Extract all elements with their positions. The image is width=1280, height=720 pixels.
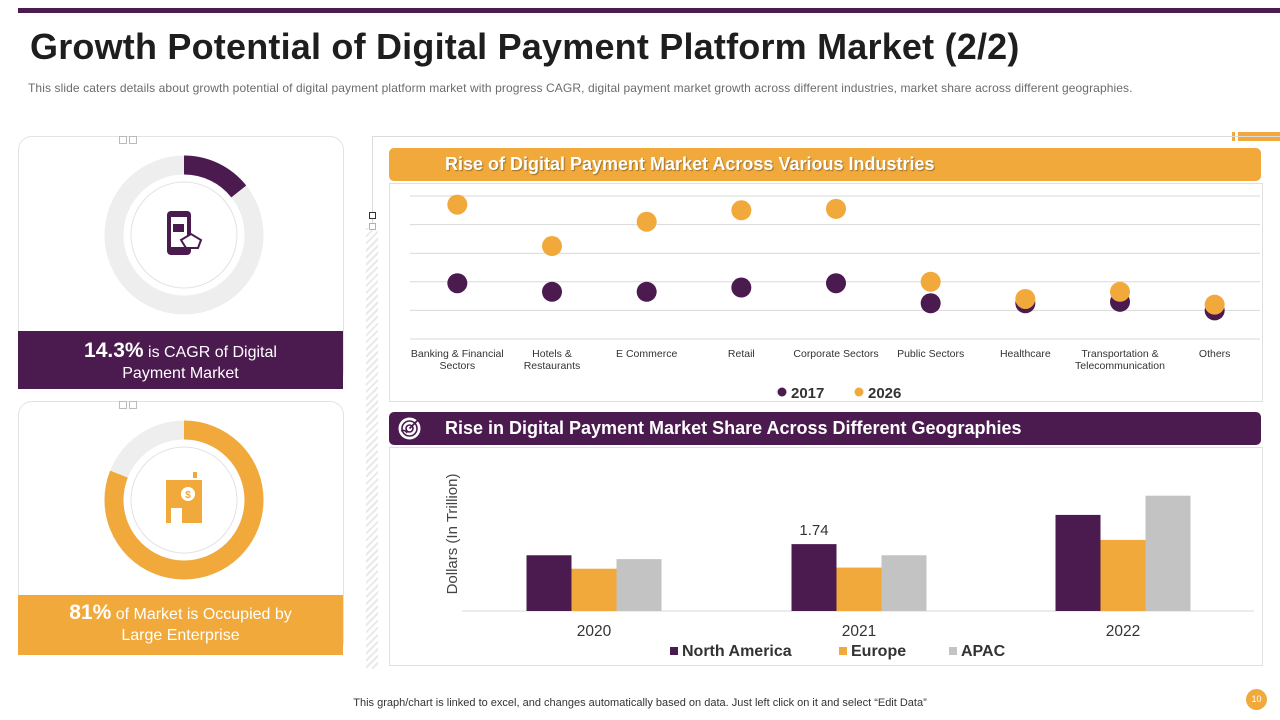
geographies-bar-chart[interactable]: Dollars (In Trillion) 1.74 2020 2021 2022 Nor… — [390, 448, 1262, 665]
y-axis-label: Dollars (In Trillion) — [444, 474, 461, 595]
industries-section-header: Rise of Digital Payment Market Across Va… — [389, 148, 1261, 181]
category-label-2021: 2021 — [842, 623, 876, 640]
dot-2017-1 — [447, 273, 468, 294]
bar-north-america-2021 — [791, 544, 837, 611]
cagr-text-line1: is CAGR of Digital — [143, 344, 277, 361]
bar-apac-2020 — [616, 559, 662, 611]
cagr-value: 14.3% — [84, 339, 144, 362]
dot-2017-5 — [826, 273, 846, 294]
category-label: Transportation & Telecommunication — [1075, 348, 1165, 372]
svg-text:$: $ — [185, 490, 191, 501]
dot-2017-3 — [636, 281, 657, 302]
industries-section-title: Rise of Digital Payment Market Across Va… — [445, 154, 935, 174]
bar-europe-2020 — [571, 568, 617, 611]
category-label: Public Sectors — [897, 348, 964, 360]
category-label: E Commerce — [616, 348, 677, 360]
category-label: Banking & Financial Sectors — [411, 348, 504, 372]
category-label-2022: 2022 — [1106, 623, 1140, 640]
market-share-text-line2: Large Enterprise — [121, 627, 240, 644]
cagr-stat-box: 14.3% is CAGR of Digital Payment Market — [18, 331, 343, 389]
dot-2026-9 — [1204, 294, 1225, 315]
dot-2026-3 — [636, 211, 657, 232]
dot-2026-6 — [920, 271, 941, 292]
dot-2017-4 — [731, 277, 752, 298]
page-title: Growth Potential of Digital Payment Plat… — [30, 26, 1020, 67]
panel-resize-handle[interactable] — [369, 223, 376, 230]
dot-2026-4 — [731, 200, 752, 221]
legend-marker-north-america — [670, 647, 678, 655]
bar-north-america-2022 — [1055, 514, 1101, 611]
legend-label-2026: 2026 — [868, 385, 901, 401]
legend-marker-2017 — [777, 387, 787, 397]
geographies-chart-box[interactable]: Dollars (In Trillion) 1.74 2020 2021 2022 Nor… — [389, 447, 1263, 666]
legend-marker-apac — [949, 647, 957, 655]
market-share-value: 81% — [69, 601, 112, 624]
cagr-donut-chart — [104, 155, 264, 315]
top-accent-bar — [18, 8, 1280, 13]
bar-europe-2021 — [836, 567, 882, 611]
legend-marker-2026 — [854, 387, 864, 397]
globe-target-icon — [398, 417, 421, 440]
page-number-badge: 10 — [1246, 689, 1267, 710]
bar-apac-2022 — [1145, 495, 1191, 611]
category-label: Others — [1199, 348, 1231, 360]
geographies-section-header: Rise in Digital Payment Market Share Acr… — [389, 412, 1261, 445]
legend-label-north-america: North America — [682, 643, 792, 660]
dot-2026-1 — [447, 194, 468, 215]
category-label: Corporate Sectors — [793, 348, 878, 360]
category-label: Retail — [728, 348, 755, 360]
footer-note: This graph/chart is linked to excel, and… — [353, 697, 927, 709]
dot-2017-6 — [920, 293, 941, 314]
building-dollar-icon: $ — [166, 472, 202, 523]
page-subtitle: This slide caters details about growth p… — [28, 81, 1133, 95]
market-share-donut-chart: $ — [104, 420, 264, 580]
market-share-text-line1: of Market is Occupied by — [111, 606, 292, 623]
mobile-payment-icon — [167, 211, 203, 255]
dot-2026-8 — [1110, 281, 1130, 302]
cagr-text-line2: Payment Market — [122, 365, 239, 382]
category-label: Hotels & Restaurants — [524, 348, 581, 372]
category-label: Healthcare — [1000, 348, 1051, 360]
card-handle[interactable] — [119, 396, 139, 409]
dot-2026-5 — [826, 198, 846, 219]
legend-label-apac: APAC — [961, 643, 1006, 660]
donut-progress-arc — [104, 155, 264, 315]
bar-north-america-2020 — [526, 555, 572, 611]
bar-apac-2021 — [881, 555, 927, 611]
category-label-2020: 2020 — [577, 623, 612, 640]
industries-scatter-chart[interactable]: Banking & Financial Sectors Hotels & Restau… — [390, 184, 1262, 402]
legend-marker-europe — [839, 647, 847, 655]
card-handle[interactable] — [119, 131, 139, 144]
dot-2026-2 — [542, 236, 562, 257]
dot-2026-7 — [1015, 288, 1036, 309]
market-share-stat-box: 81% of Market is Occupied by Large Enter… — [18, 595, 343, 655]
legend-label-2017: 2017 — [791, 385, 824, 401]
data-label: 1.74 — [799, 522, 828, 539]
dot-2017-2 — [542, 281, 562, 302]
panel-resize-handle[interactable] — [369, 212, 376, 219]
bar-europe-2022 — [1100, 539, 1146, 611]
industries-chart-box[interactable]: Banking & Financial Sectors Hotels & Restau… — [389, 183, 1263, 402]
geographies-section-title: Rise in Digital Payment Market Share Acr… — [445, 418, 1022, 438]
panel-side-strip — [366, 228, 378, 668]
legend-label-europe: Europe — [851, 643, 906, 660]
donut-progress-arc — [104, 420, 264, 580]
